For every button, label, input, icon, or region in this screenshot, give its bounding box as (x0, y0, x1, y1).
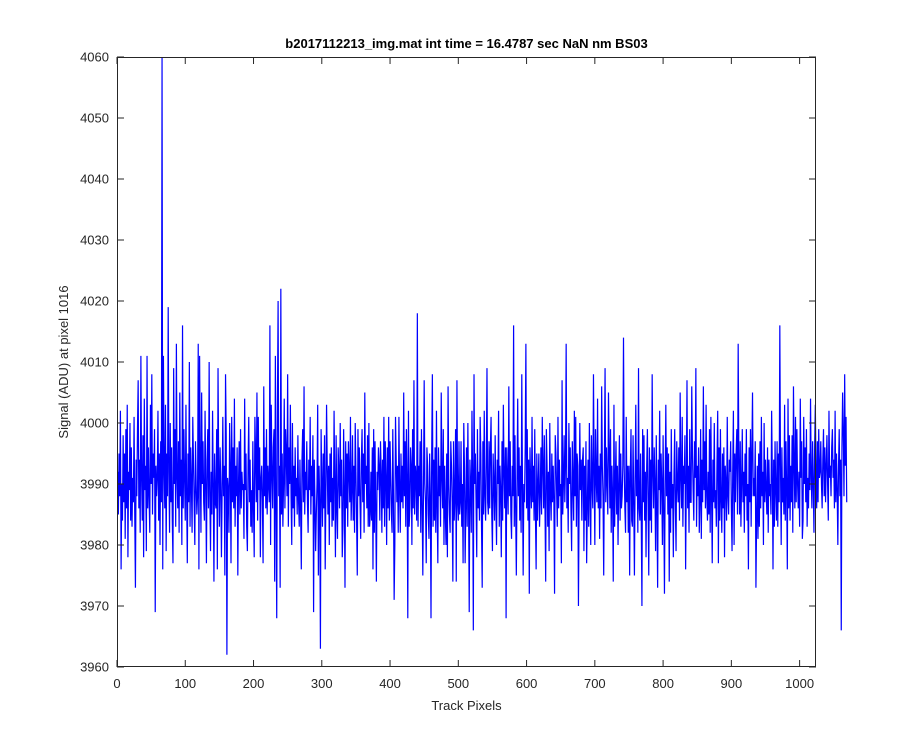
chart-title: b2017112213_img.mat int time = 16.4787 s… (285, 36, 647, 51)
y-tick-label: 4000 (80, 416, 109, 431)
y-tick-label: 4020 (80, 294, 109, 309)
x-tick-label: 700 (584, 676, 606, 691)
x-tick-label: 300 (311, 676, 333, 691)
x-tick-label: 900 (721, 676, 743, 691)
x-tick-label: 500 (447, 676, 469, 691)
y-tick-label: 4010 (80, 355, 109, 370)
x-tick-label: 800 (652, 676, 674, 691)
x-tick-label: 1000 (785, 676, 814, 691)
x-tick-label: 100 (174, 676, 196, 691)
y-tick-label: 4050 (80, 111, 109, 126)
series-line-1 (117, 56, 848, 655)
y-tick-label: 3980 (80, 538, 109, 553)
y-tick-label: 4030 (80, 233, 109, 248)
x-tick-label: 400 (379, 676, 401, 691)
y-axis-label: Signal (ADU) at pixel 1016 (56, 285, 71, 438)
data-layer (117, 56, 848, 655)
y-tick-label: 4040 (80, 172, 109, 187)
x-axis: 0 100 200 300 400 500 600 700 800 900 1000 (113, 57, 814, 691)
x-tick-label: 600 (516, 676, 538, 691)
y-tick-label: 3970 (80, 599, 109, 614)
x-axis-label: Track Pixels (431, 698, 502, 713)
x-tick-label: 200 (243, 676, 265, 691)
y-tick-label: 3990 (80, 477, 109, 492)
y-tick-label: 3960 (80, 660, 109, 675)
x-tick-label: 0 (113, 676, 120, 691)
plot-area (117, 57, 816, 667)
y-axis: 3960 3970 3980 3990 4000 4010 4020 4030 4040 4050… (80, 50, 816, 675)
y-tick-label: 4060 (80, 50, 109, 65)
